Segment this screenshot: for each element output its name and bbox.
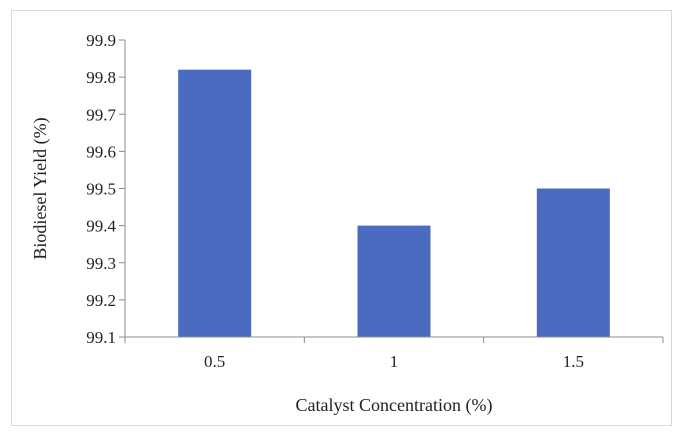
y-tick-label: 99.3 [86,254,116,273]
x-tick-label: 0.5 [204,352,225,371]
bar-0.5 [178,69,252,337]
y-tick-label: 99.2 [86,291,116,310]
y-tick-label: 99.9 [86,31,116,50]
y-tick-label: 99.5 [86,180,116,199]
x-axis-ticks: 0.5 1 1.5 [124,337,664,371]
x-tick-label: 1.5 [563,352,584,371]
y-tick-label: 99.1 [86,328,116,347]
y-axis-ticks: 99.1 99.2 99.3 99.4 99.5 99.6 99.7 99.8 99.9 [86,31,125,347]
bar-1 [357,225,431,337]
y-axis-title: Biodiesel Yield (%) [30,117,51,259]
x-axis-title: Catalyst Concentration (%) [296,395,493,416]
y-tick-label: 99.6 [86,142,116,161]
bar-1.5 [536,188,610,337]
y-tick-label: 99.8 [86,68,116,87]
bar-series [178,69,610,337]
x-tick-label: 1 [390,352,399,371]
y-tick-label: 99.7 [86,105,116,124]
y-tick-label: 99.4 [86,217,116,236]
